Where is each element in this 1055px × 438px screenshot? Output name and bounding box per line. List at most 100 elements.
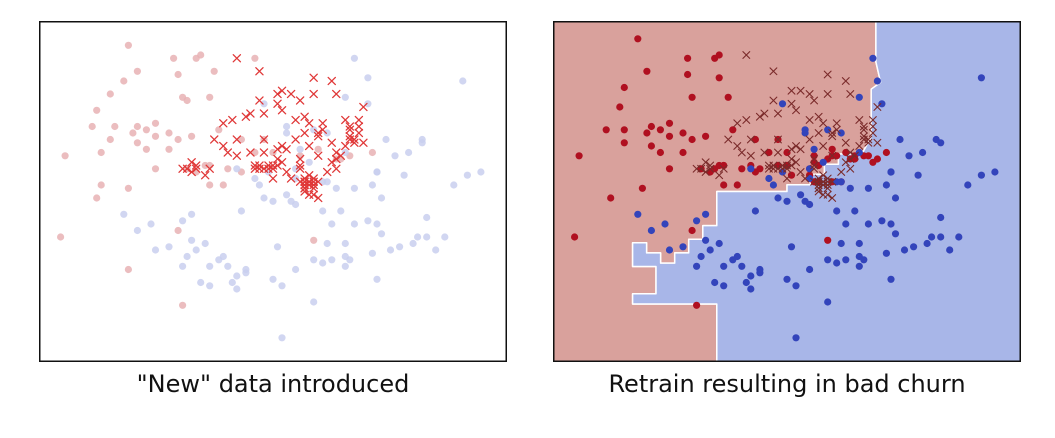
- data-point-s2-5: [796, 86, 805, 95]
- data-point-s1-92: [432, 246, 440, 254]
- data-point-s1-91: [891, 230, 900, 238]
- data-point-s2-68: [792, 158, 800, 167]
- data-point-s2-86: [783, 174, 791, 183]
- data-point-s1-49: [423, 233, 431, 241]
- data-point-s2-70: [313, 151, 323, 161]
- data-point-s1-89: [747, 285, 755, 293]
- data-point-s2-80: [295, 164, 305, 174]
- data-point-s1-24: [882, 181, 890, 189]
- data-point-s0-35: [783, 148, 791, 157]
- data-point-s2-0: [742, 51, 751, 59]
- data-point-s1-58: [783, 275, 791, 283]
- data-point-s0-51: [824, 236, 832, 244]
- data-point-s1-91: [377, 230, 386, 238]
- data-point-s0-12: [183, 96, 191, 105]
- chart-caption-retrain: Retrain resulting in bad churn: [608, 370, 966, 398]
- data-point-s1-57: [806, 265, 814, 274]
- data-point-s2-21: [318, 119, 327, 128]
- data-point-s1-73: [702, 210, 710, 218]
- data-point-s1-85: [792, 282, 800, 290]
- data-point-s2-27: [313, 132, 323, 141]
- data-point-s1-93: [955, 233, 963, 241]
- data-point-s2-11: [259, 109, 269, 118]
- data-point-s0-37: [828, 145, 836, 153]
- data-point-s2-101: [828, 194, 837, 202]
- data-point-s1-94: [323, 239, 331, 248]
- data-point-s2-2: [309, 73, 318, 82]
- data-point-s2-4: [273, 89, 282, 99]
- data-point-s0-29: [571, 233, 579, 241]
- data-point-s1-76: [151, 246, 160, 254]
- data-point-s2-15: [755, 112, 764, 121]
- data-point-s1-60: [224, 262, 232, 270]
- data-point-s2-80: [810, 164, 819, 173]
- data-point-s2-89: [309, 177, 318, 187]
- data-point-s2-99: [764, 161, 773, 170]
- data-point-s2-65: [846, 164, 855, 173]
- data-point-s0-62: [756, 165, 764, 173]
- data-point-s1-70: [120, 210, 128, 218]
- data-point-s0-52: [787, 171, 796, 179]
- data-point-s2-45: [701, 168, 710, 176]
- data-point-s1-35: [450, 181, 458, 189]
- data-point-s0-73: [833, 152, 841, 160]
- data-point-s1-73: [188, 210, 196, 218]
- data-point-s2-103: [304, 190, 314, 200]
- data-point-s2-54: [304, 170, 314, 180]
- data-point-s0-29: [165, 145, 173, 153]
- data-point-s2-36: [223, 148, 233, 157]
- data-point-s2-8: [823, 90, 832, 98]
- data-point-s2-78: [715, 171, 724, 180]
- data-point-s2-51: [332, 148, 341, 157]
- data-point-s1-32: [797, 191, 805, 199]
- data-point-s1-56: [842, 256, 850, 264]
- data-point-s1-0: [869, 54, 877, 62]
- data-point-s0-37: [269, 148, 277, 157]
- data-point-s0-57: [179, 301, 187, 309]
- data-point-s2-30: [277, 141, 287, 151]
- data-point-s0-18: [702, 132, 710, 140]
- data-point-s0-25: [151, 132, 160, 140]
- data-point-s1-92: [946, 246, 954, 254]
- data-point-s1-72: [751, 207, 759, 215]
- data-point-s0-5: [133, 67, 141, 75]
- data-point-s0-71: [873, 155, 881, 163]
- data-point-s2-20: [819, 119, 828, 128]
- data-point-s2-94: [268, 161, 278, 170]
- data-point-s2-94: [783, 161, 791, 170]
- data-point-s1-86: [310, 298, 318, 306]
- data-point-s2-72: [341, 141, 350, 151]
- data-point-s1-17: [233, 165, 241, 173]
- data-point-s2-54: [819, 171, 828, 180]
- data-point-s2-91: [796, 168, 805, 176]
- data-point-s0-21: [188, 132, 196, 140]
- data-point-s1-65: [206, 262, 214, 270]
- data-point-s1-47: [373, 220, 381, 228]
- data-point-s2-73: [359, 138, 368, 147]
- data-point-s2-0: [232, 54, 242, 63]
- data-point-s0-8: [688, 93, 696, 101]
- data-point-s0-14: [665, 119, 674, 127]
- data-point-s1-68: [647, 226, 655, 235]
- data-point-s1-51: [396, 243, 404, 251]
- data-point-s2-47: [746, 151, 755, 160]
- data-point-s2-18: [805, 116, 814, 124]
- data-point-s1-90: [278, 334, 286, 342]
- plot-frame: [553, 21, 1021, 362]
- data-point-s0-5: [684, 70, 692, 79]
- data-point-s2-49: [273, 145, 282, 154]
- data-point-s1-67: [147, 220, 155, 228]
- data-point-s2-69: [810, 155, 819, 163]
- data-point-s2-20: [304, 119, 314, 128]
- data-point-s2-19: [814, 112, 823, 121]
- data-point-s2-8: [309, 89, 318, 99]
- data-point-s1-31: [783, 197, 791, 205]
- data-point-s1-81: [824, 256, 832, 264]
- data-point-s2-69: [295, 154, 305, 164]
- data-point-s0-23: [106, 135, 114, 144]
- data-point-s1-52: [900, 246, 909, 254]
- data-point-s0-3: [197, 51, 205, 59]
- data-point-s2-51: [846, 148, 855, 157]
- data-point-s2-41: [187, 157, 196, 167]
- data-point-s1-11: [382, 135, 390, 144]
